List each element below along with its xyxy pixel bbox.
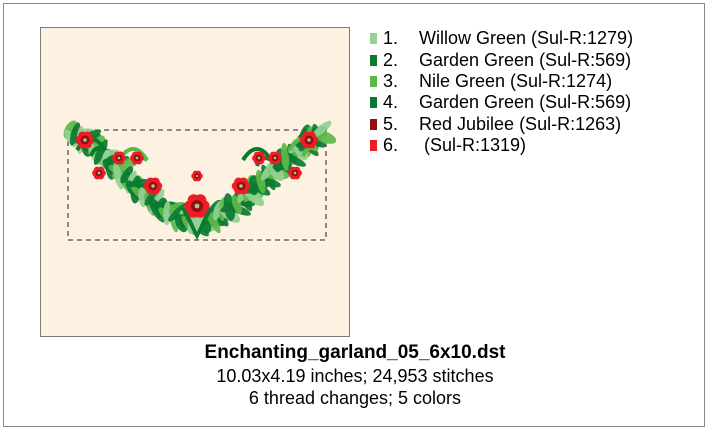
color-swatch (370, 54, 377, 66)
thread-number: 2. (383, 49, 399, 70)
flower-core (273, 156, 277, 160)
thread-name: Garden Green (Sul-R:569) (419, 92, 632, 113)
flower-core (151, 184, 155, 188)
color-swatch (370, 97, 377, 109)
flower-core (135, 156, 139, 160)
design-caption: Enchanting_garland_05_6x10.dst 10.03x4.1… (4, 341, 706, 409)
thread-number: 5. (383, 113, 399, 134)
leaf-motif (69, 122, 81, 146)
flower-core (257, 156, 261, 160)
design-card: 1. Willow Green (Sul-R:1279) 2. Garden G… (3, 3, 705, 427)
thread-number: 1. (383, 28, 399, 49)
color-swatch (370, 33, 377, 45)
color-swatch (370, 140, 377, 152)
leaf-motif (120, 166, 134, 184)
garland-embroidery-image (63, 120, 337, 241)
leaf-motif (312, 120, 332, 138)
thread-color-list: 1. Willow Green (Sul-R:1279) 2. Garden G… (370, 28, 633, 156)
leaf-motif (113, 162, 124, 190)
leaf-motif (255, 169, 266, 194)
flower-core (83, 138, 87, 142)
thread-name: (Sul-R:1319) (419, 135, 527, 156)
flower-core (293, 171, 297, 175)
flower-core (117, 156, 121, 160)
flower-core (97, 171, 101, 175)
flower-core (195, 174, 199, 178)
thread-item-3: 3. Nile Green (Sul-R:1274) (370, 71, 633, 92)
flower-core (307, 138, 311, 142)
color-swatch (370, 75, 377, 87)
thread-item-4: 4. Garden Green (Sul-R:569) (370, 92, 633, 113)
thread-name: Willow Green (Sul-R:1279) (419, 28, 634, 49)
leaf-motif (138, 187, 147, 208)
leaf-motif (231, 195, 242, 214)
thread-item-6: 6. (Sul-R:1319) (370, 135, 633, 156)
leaf-motif (280, 142, 290, 171)
thread-number: 6. (383, 135, 399, 156)
thread-item-2: 2. Garden Green (Sul-R:569) (370, 49, 633, 70)
thread-name: Garden Green (Sul-R:569) (419, 49, 632, 70)
embroidery-preview (40, 27, 350, 337)
design-filename: Enchanting_garland_05_6x10.dst (204, 342, 506, 363)
thread-number: 3. (383, 70, 399, 91)
thread-number: 4. (383, 92, 399, 113)
thread-item-1: 1. Willow Green (Sul-R:1279) (370, 28, 633, 49)
design-dimensions: 10.03x4.19 inches; 24,953 stitches (216, 366, 494, 386)
thread-name: Red Jubilee (Sul-R:1263) (419, 113, 622, 134)
garland-artwork (63, 120, 337, 240)
frond-motif (287, 137, 319, 157)
thread-name: Nile Green (Sul-R:1274) (419, 70, 613, 91)
color-swatch (370, 118, 377, 130)
design-thread-changes: 6 thread changes; 5 colors (248, 388, 462, 408)
thread-item-5: 5. Red Jubilee (Sul-R:1263) (370, 114, 633, 135)
flower-core (239, 184, 243, 188)
flower-core (194, 203, 200, 209)
